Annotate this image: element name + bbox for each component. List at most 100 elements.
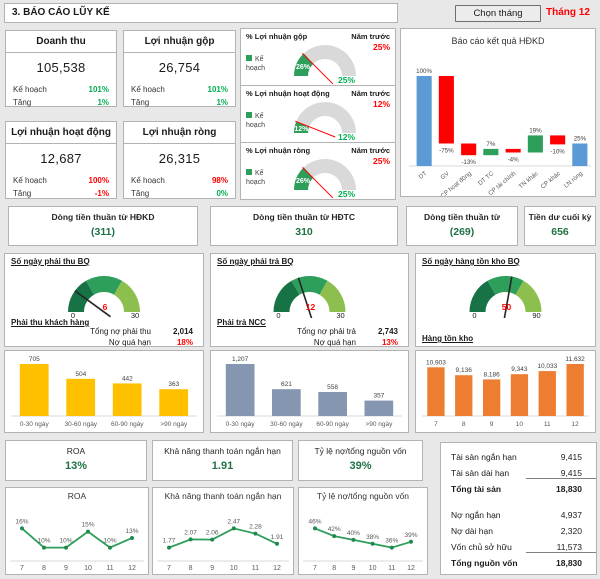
svg-text:2.47: 2.47 [227,518,240,525]
chart-title: Tỷ lệ nợ/tổng nguồn vốn [316,491,410,501]
info-rows: Tổng nợ phải trả 2,743 Nợ quá hạn 13% [211,326,408,348]
svg-text:26%: 26% [296,178,311,185]
svg-text:363: 363 [168,381,179,388]
svg-text:13%: 13% [125,528,138,535]
income-statement-chart-panel: Báo cáo kết quả HĐKD 100% DT -75% GV -13% CP … [400,28,596,200]
info-title: Hàng tồn kho [422,334,474,343]
svg-text:10%: 10% [103,538,116,545]
svg-text:15%: 15% [81,522,94,529]
svg-text:7: 7 [434,421,438,428]
card-value: 39% [349,460,372,472]
svg-text:25%: 25% [338,75,355,85]
svg-text:46%: 46% [308,518,321,525]
chart-title: Khả năng thanh toán ngắn hạn [164,491,282,501]
roa-trend-panel: ROA 16% 10% 10% 15% 10% 13% 7 8 9 10 11 12 [5,487,149,575]
panel-title: % Lợi nhuận hoạt động [246,89,330,98]
svg-text:8: 8 [462,421,466,428]
svg-text:-4%: -4% [508,157,520,164]
svg-text:0: 0 [71,311,75,318]
plan-label: Kế hoạch [13,85,47,94]
current-ratio-trend-panel: Khả năng thanh toán ngắn hạn 1.77 2.07 2.0… [152,487,294,575]
svg-text:9: 9 [64,565,68,572]
info-row: Tổng nợ phải trả 2,743 [296,327,398,336]
svg-text:11: 11 [106,565,113,572]
svg-text:0: 0 [472,311,476,318]
svg-text:9: 9 [210,565,214,572]
svg-text:504: 504 [75,371,86,378]
legend-swatch [246,55,252,61]
card-title: Khả năng thanh toán ngắn hạn [164,446,281,456]
inventory-days-gauge: 0 90 50 [416,265,595,321]
svg-text:9,136: 9,136 [456,367,473,374]
balance-sheet-table: Tài sản ngắn hạn 9,415 Tài sản dài hạn 9,41… [440,442,597,575]
kpi-card-gross-profit: Lợi nhuận gộp 26,754 Kế hoạch 101% Tăng 1% [123,30,236,107]
kpi-title: Lợi nhuận ròng [124,122,235,144]
svg-text:2.06: 2.06 [206,530,219,537]
card-value: 656 [551,226,569,238]
svg-text:36%: 36% [385,538,398,545]
svg-text:9,343: 9,343 [511,366,528,373]
growth-label: Tăng [13,189,32,198]
svg-text:10: 10 [516,421,524,428]
current-ratio-card: Khả năng thanh toán ngắn hạn 1.91 [152,440,293,481]
svg-text:26%: 26% [296,64,311,71]
panel-title: Số ngày phải thu BQ [11,257,90,266]
svg-text:8: 8 [42,565,46,572]
plan-label: Kế hoạch [131,85,165,94]
income-statement-waterfall-chart: 100% DT -75% GV -13% CP hoạt động 7% DT TC -4% CP… [401,51,595,200]
svg-text:25%: 25% [574,136,587,143]
plan-value: 101% [88,85,109,94]
kpi-title: Lợi nhuận hoạt động [6,122,116,144]
card-value: 1.91 [211,460,234,472]
legend-swatch [246,112,252,118]
choose-month-button[interactable]: Chọn tháng [455,5,541,22]
svg-text:-10%: -10% [550,148,565,155]
roa-trend-chart: 16% 10% 10% 15% 10% 13% 7 8 9 10 11 12 [6,512,148,574]
svg-text:39%: 39% [404,532,417,539]
svg-text:12: 12 [128,565,136,572]
svg-text:30: 30 [131,311,139,318]
growth-label: Tăng [131,98,150,107]
svg-text:10,903: 10,903 [426,359,446,366]
kpi-card-net-profit: Lợi nhuận ròng 26,315 Kế hoạch 98% Tăng 0% [123,121,236,199]
kpi-value: 12,687 [40,151,82,166]
plan-value: 98% [211,176,228,185]
table-row: Tổng nguồn vốn 18,830 [451,558,582,568]
cashflow-card-operating: Dòng tiền thuần từ HĐKD (311) [8,206,198,246]
card-title: Dòng tiền thuần từ HĐKD [51,212,155,222]
svg-text:558: 558 [327,384,338,391]
svg-text:442: 442 [122,375,133,382]
svg-text:11,632: 11,632 [565,356,585,363]
debt-ratio-trend-panel: Tỷ lệ nợ/tổng nguồn vốn 46% 42% 40% 38% 36% 3… [298,487,428,575]
svg-text:38%: 38% [366,534,379,541]
table-row: Nợ dài hạn 2,320 [451,526,582,536]
table-spacer [451,497,596,507]
svg-text:25%: 25% [338,189,355,199]
svg-text:7%: 7% [486,141,495,148]
payable-days-panel: 0 30 12 Số ngày phải trả BQ Phải trả NCC T… [210,253,409,347]
svg-text:12%: 12% [338,132,355,142]
prev-year-label: Năm trước [351,146,390,155]
svg-text:60-90 ngày: 60-90 ngày [316,421,349,428]
svg-text:8: 8 [189,565,193,572]
growth-value: 1% [216,98,228,107]
legend-label: Kế hoạch [246,170,266,186]
svg-text:6: 6 [103,302,108,312]
kpi-card-operating-profit: Lợi nhuận hoạt động 12,687 Kế hoạch 100% … [5,121,117,199]
gross-margin-panel: 26% 25% % Lợi nhuận gộp Năm trước 25% Kế h… [240,28,396,86]
svg-text:-75%: -75% [439,148,454,155]
card-title: Dòng tiền thuần từ [423,212,501,222]
kpi-value: 105,538 [36,60,86,75]
svg-text:>90 ngày: >90 ngày [160,421,188,428]
payable-days-gauge: 0 30 12 [211,265,408,320]
receivable-days-gauge: 0 30 6 [5,265,203,320]
card-value: (269) [449,226,475,238]
prev-year-value: 25% [372,42,390,52]
kpi-value: 26,754 [158,60,201,75]
card-value: 13% [64,460,88,472]
svg-text:12: 12 [571,421,579,428]
svg-text:40%: 40% [347,530,360,537]
panel-title: % Lợi nhuận ròng [246,146,311,155]
info-row: Tổng nợ phải thu 2,014 [90,327,193,336]
